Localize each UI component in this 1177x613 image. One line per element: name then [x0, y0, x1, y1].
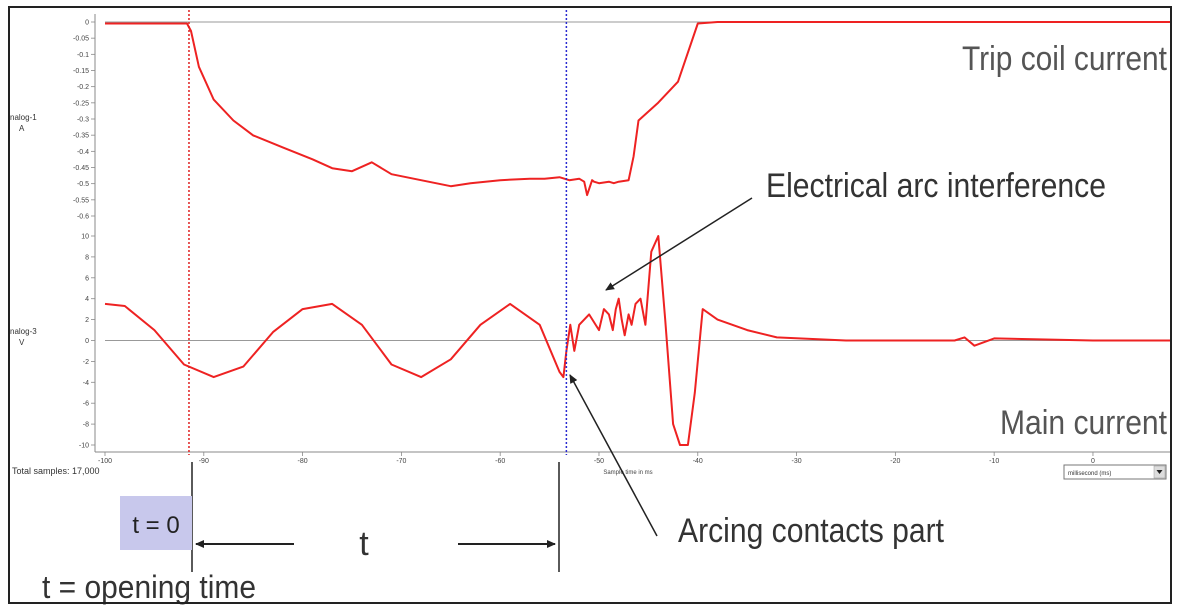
panel1-ytick-label: -0.45: [73, 165, 89, 172]
trip-coil-label: Trip coil current: [962, 40, 1167, 78]
panel2-ytick-label: -4: [83, 380, 89, 387]
panel1-ytick-label: -0.4: [77, 149, 89, 156]
t-label: t: [359, 525, 369, 563]
panel1-ytick-label: -0.2: [77, 84, 89, 91]
unit-select-value: millisecond (ms): [1068, 471, 1111, 477]
xtick-label: -40: [693, 458, 703, 465]
xtick-label: -90: [199, 458, 209, 465]
xtick-label: -50: [594, 458, 604, 465]
panel2-ytick-label: -6: [83, 401, 89, 408]
xtick-label: -60: [495, 458, 505, 465]
arcing-contacts-arrow: [569, 374, 658, 537]
xtick-label: -100: [98, 458, 112, 465]
plot-area: [94, 14, 1172, 453]
panel2-ytick-label: 10: [81, 234, 89, 241]
panel2-axis-label: nalog-3: [10, 327, 37, 336]
xtick-label: -20: [890, 458, 900, 465]
traces: [104, 21, 1172, 446]
panel1-ytick-label: 0: [85, 20, 89, 27]
chevron-down-icon: [1156, 470, 1163, 474]
panel1-axis-unit: A: [19, 124, 25, 133]
panel1-ytick-label: -0.15: [73, 68, 89, 75]
panel2-ytick-label: 0: [85, 338, 89, 345]
t0-label: t = 0: [132, 512, 179, 539]
panel1-ytick-label: -0.35: [73, 133, 89, 140]
opening-time-label: t = opening time: [42, 569, 256, 605]
panel1-ytick-label: -0.5: [77, 181, 89, 188]
panel2-ytick-label: 6: [85, 275, 89, 282]
arc-interference-arrow: [605, 197, 753, 291]
panel2-axis-unit: V: [19, 338, 25, 347]
panel1-ytick-label: -0.1: [77, 52, 89, 59]
x-axis-label: Sample time in ms: [603, 470, 652, 476]
xtick-label: -30: [792, 458, 802, 465]
xtick-label: 0: [1091, 458, 1095, 465]
panel2-ytick-label: -10: [79, 443, 89, 450]
arc-interference-label: Electrical arc interference: [766, 167, 1106, 205]
panel1-trace: [105, 21, 1172, 197]
panel1-ytick-label: -0.6: [77, 214, 89, 221]
xtick-label: -80: [298, 458, 308, 465]
panel2-ytick-label: -8: [83, 422, 89, 429]
main-current-label: Main current: [1000, 404, 1167, 442]
panel1-axis-label: nalog-1: [10, 113, 37, 122]
panel2-ytick-label: 4: [85, 296, 89, 303]
panel1-ytick-label: -0.25: [73, 100, 89, 107]
xtick-label: -70: [396, 458, 406, 465]
panel1-ytick-label: -0.3: [77, 117, 89, 124]
panel2-ytick-label: 2: [85, 317, 89, 324]
figure-border: [8, 6, 1172, 604]
unit-select[interactable]: millisecond (ms): [1063, 464, 1167, 480]
panel2-ytick-label: -2: [83, 359, 89, 366]
panel2-ytick-label: 8: [85, 254, 89, 261]
xtick-label: -10: [989, 458, 999, 465]
t0-box: [120, 496, 192, 550]
total-samples: Total samples: 17,000: [12, 466, 100, 476]
arcing-contacts-label: Arcing contacts part: [678, 512, 944, 550]
panel1-ytick-label: -0.05: [73, 36, 89, 43]
panel2-trace: [104, 235, 1172, 446]
tick-labels: 0 -0.05 -0.1 -0.15 -0.2 -0.25 -0.3 -0.35 -0.4 -0.…: [73, 20, 1095, 466]
panel1-ytick-label: -0.55: [73, 197, 89, 204]
